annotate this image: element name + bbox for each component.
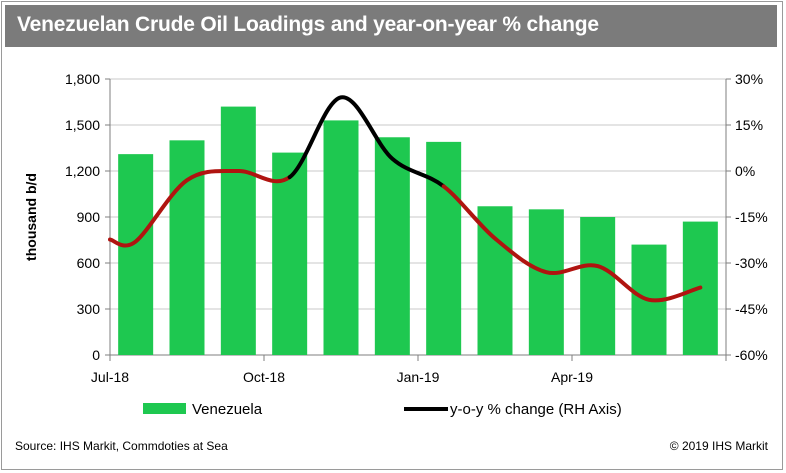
y2-tick-label: -60% [735, 347, 768, 363]
yoy-line-segment [108, 168, 292, 248]
source-note: Source: IHS Markit, Commdoties at Sea [15, 439, 228, 453]
bar [272, 152, 308, 355]
y2-tick-label: 0% [735, 163, 755, 179]
legend-label: y-o-y % change (RH Axis) [450, 401, 622, 418]
y2-tick-label: -15% [735, 209, 768, 225]
bar [426, 141, 462, 355]
bar [528, 209, 564, 355]
copyright-note: © 2019 IHS Markit [669, 439, 768, 453]
y-tick-label: 600 [77, 255, 101, 271]
x-tick-label: Jul-18 [91, 369, 129, 385]
y2-tick-label: 30% [735, 71, 763, 87]
y2-tick-label: -45% [735, 301, 768, 317]
y-axis-title: thousand b/d [23, 173, 39, 261]
y-tick-label: 1,500 [65, 117, 100, 133]
x-tick-label: Jan-19 [397, 369, 440, 385]
bar [580, 217, 616, 355]
y-tick-label: 1,800 [65, 71, 100, 87]
y2-tick-label: 15% [735, 117, 763, 133]
y-tick-label: 1,200 [65, 163, 100, 179]
y2-tick-label: -30% [735, 255, 768, 271]
title-bar: Venezuelan Crude Oil Loadings and year-o… [5, 5, 777, 47]
bar [374, 137, 410, 355]
bar [118, 154, 154, 355]
x-tick-label: Apr-19 [551, 369, 593, 385]
y-tick-label: 900 [77, 209, 101, 225]
bar [323, 120, 359, 356]
yoy-line-segment [287, 95, 446, 189]
bar [477, 206, 513, 355]
bar [220, 106, 256, 355]
y-tick-label: 300 [77, 301, 101, 317]
x-tick-label: Oct-18 [243, 369, 285, 385]
legend-swatch-bar [143, 403, 186, 414]
chart-title: Venezuelan Crude Oil Loadings and year-o… [17, 13, 599, 36]
yoy-line-segment [441, 184, 703, 303]
legend-label: Venezuela [192, 401, 263, 418]
y-tick-label: 0 [92, 347, 100, 363]
